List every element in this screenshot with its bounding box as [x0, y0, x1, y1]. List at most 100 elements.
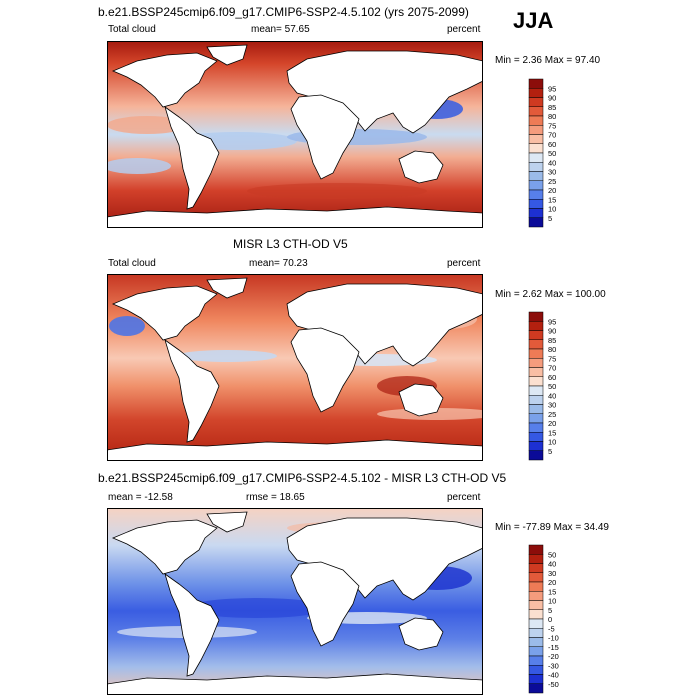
colorbar-swatch — [528, 217, 544, 228]
colorbar-label: 85 — [548, 336, 556, 345]
colorbar-swatch — [528, 581, 544, 592]
colorbar-swatch — [528, 683, 544, 694]
colorbar-label: 30 — [548, 168, 556, 177]
colorbar-swatch — [528, 554, 544, 564]
colorbar-label: 60 — [548, 140, 556, 149]
colorbar-swatch — [528, 143, 544, 154]
colorbar-label: 10 — [548, 438, 556, 447]
colorbar-swatch — [528, 152, 544, 163]
colorbar-label: -20 — [548, 652, 559, 661]
colorbar-swatch — [528, 413, 544, 424]
colorbar-label: 20 — [548, 419, 556, 428]
colorbar-label: -5 — [548, 624, 555, 633]
colorbar-swatch — [528, 591, 544, 601]
colorbar-label: 50 — [548, 550, 556, 559]
colorbar-swatch — [528, 441, 544, 451]
colorbar-swatch — [528, 544, 544, 555]
colorbar-swatch — [528, 358, 544, 368]
colorbar-swatch — [528, 563, 544, 573]
panel-3-rmse-label: rmse = 18.65 — [246, 492, 305, 503]
colorbar-swatch — [528, 348, 544, 359]
colorbar-label: 75 — [548, 354, 556, 363]
panel-1-mean-label: mean= 57.65 — [251, 24, 310, 35]
colorbar-swatch — [528, 618, 544, 629]
panel-1-units-label: percent — [447, 24, 481, 35]
panel-2-mean-label: mean= 70.23 — [249, 258, 308, 269]
panel-2-title: MISR L3 CTH-OD V5 — [233, 237, 348, 251]
colorbar-label: -40 — [548, 671, 559, 680]
colorbar-swatch — [528, 395, 544, 405]
colorbar-swatch — [528, 115, 544, 126]
colorbar-swatch — [528, 134, 544, 144]
colorbar-swatch — [528, 674, 544, 684]
colorbar-label: 15 — [548, 587, 556, 596]
colorbar-swatch — [528, 339, 544, 350]
colorbar-label: -10 — [548, 634, 559, 643]
colorbar-label: 90 — [548, 327, 556, 336]
colorbar-label: 15 — [548, 195, 556, 204]
panel-1-minmax: Min = 2.36 Max = 97.40 — [495, 55, 601, 66]
colorbar-swatch — [528, 162, 544, 172]
colorbar-swatch — [528, 180, 544, 191]
panel-3-mean-label: mean = -12.58 — [108, 492, 173, 503]
colorbar-label: 30 — [548, 569, 556, 578]
colorbar-swatch — [528, 97, 544, 107]
colorbar-label: -50 — [548, 680, 559, 689]
colorbar-label: 15 — [548, 428, 556, 437]
colorbar-label: 50 — [548, 382, 556, 391]
season-label: JJA — [513, 8, 554, 33]
colorbar-swatch — [528, 321, 544, 331]
colorbar-label: 30 — [548, 401, 556, 410]
colorbar-label: 95 — [548, 84, 556, 93]
colorbar-label: 50 — [548, 149, 556, 158]
colorbar-swatch — [528, 376, 544, 387]
colorbar-label: 40 — [548, 391, 556, 400]
colorbar-swatch — [528, 600, 544, 610]
colorbar-swatch — [528, 637, 544, 647]
colorbar-label: 20 — [548, 578, 556, 587]
colorbar-label: 10 — [548, 597, 556, 606]
colorbar-swatch — [528, 199, 544, 209]
panel-1-map — [107, 41, 483, 228]
colorbar-swatch — [528, 125, 544, 135]
panel-1-title: b.e21.BSSP245cmip6.f09_g17.CMIP6-SSP2-4.… — [98, 5, 469, 19]
panel-3-units-label: percent — [447, 492, 481, 503]
panel-3-title: b.e21.BSSP245cmip6.f09_g17.CMIP6-SSP2-4.… — [98, 471, 507, 485]
colorbar-label: 70 — [548, 364, 556, 373]
colorbar-swatch — [528, 330, 544, 340]
colorbar-swatch — [528, 367, 544, 377]
colorbar-swatch — [528, 655, 544, 666]
colorbar-label: 70 — [548, 131, 556, 140]
panel-3-map — [107, 508, 483, 695]
colorbar-label: 20 — [548, 186, 556, 195]
panel-2-map — [107, 274, 483, 461]
colorbar-label: 25 — [548, 177, 556, 186]
colorbar-label: 90 — [548, 94, 556, 103]
colorbar-label: 40 — [548, 158, 556, 167]
panel-1-left-label: Total cloud — [108, 24, 156, 35]
colorbar-label: 75 — [548, 121, 556, 130]
colorbar-swatch — [528, 404, 544, 414]
colorbar-swatch — [528, 189, 544, 200]
colorbar-label: 5 — [548, 214, 552, 223]
colorbar-swatch — [528, 609, 544, 620]
colorbar-swatch — [528, 78, 544, 89]
panel-2-minmax: Min = 2.62 Max = 100.00 — [495, 289, 606, 300]
panel-2-units-label: percent — [447, 258, 481, 269]
colorbar-label: 10 — [548, 205, 556, 214]
colorbar-label: 80 — [548, 112, 556, 121]
colorbar-label: 0 — [548, 615, 552, 624]
colorbar-swatch — [528, 208, 544, 218]
colorbar-label: -30 — [548, 661, 559, 670]
colorbar-label: -15 — [548, 643, 559, 652]
colorbar-swatch — [528, 311, 544, 322]
colorbar-swatch — [528, 572, 544, 583]
colorbar-label: 5 — [548, 606, 552, 615]
colorbar-swatch — [528, 646, 544, 657]
colorbar-swatch — [528, 450, 544, 461]
colorbar-label: 40 — [548, 560, 556, 569]
colorbar-swatch — [528, 385, 544, 396]
colorbar-swatch — [528, 422, 544, 433]
